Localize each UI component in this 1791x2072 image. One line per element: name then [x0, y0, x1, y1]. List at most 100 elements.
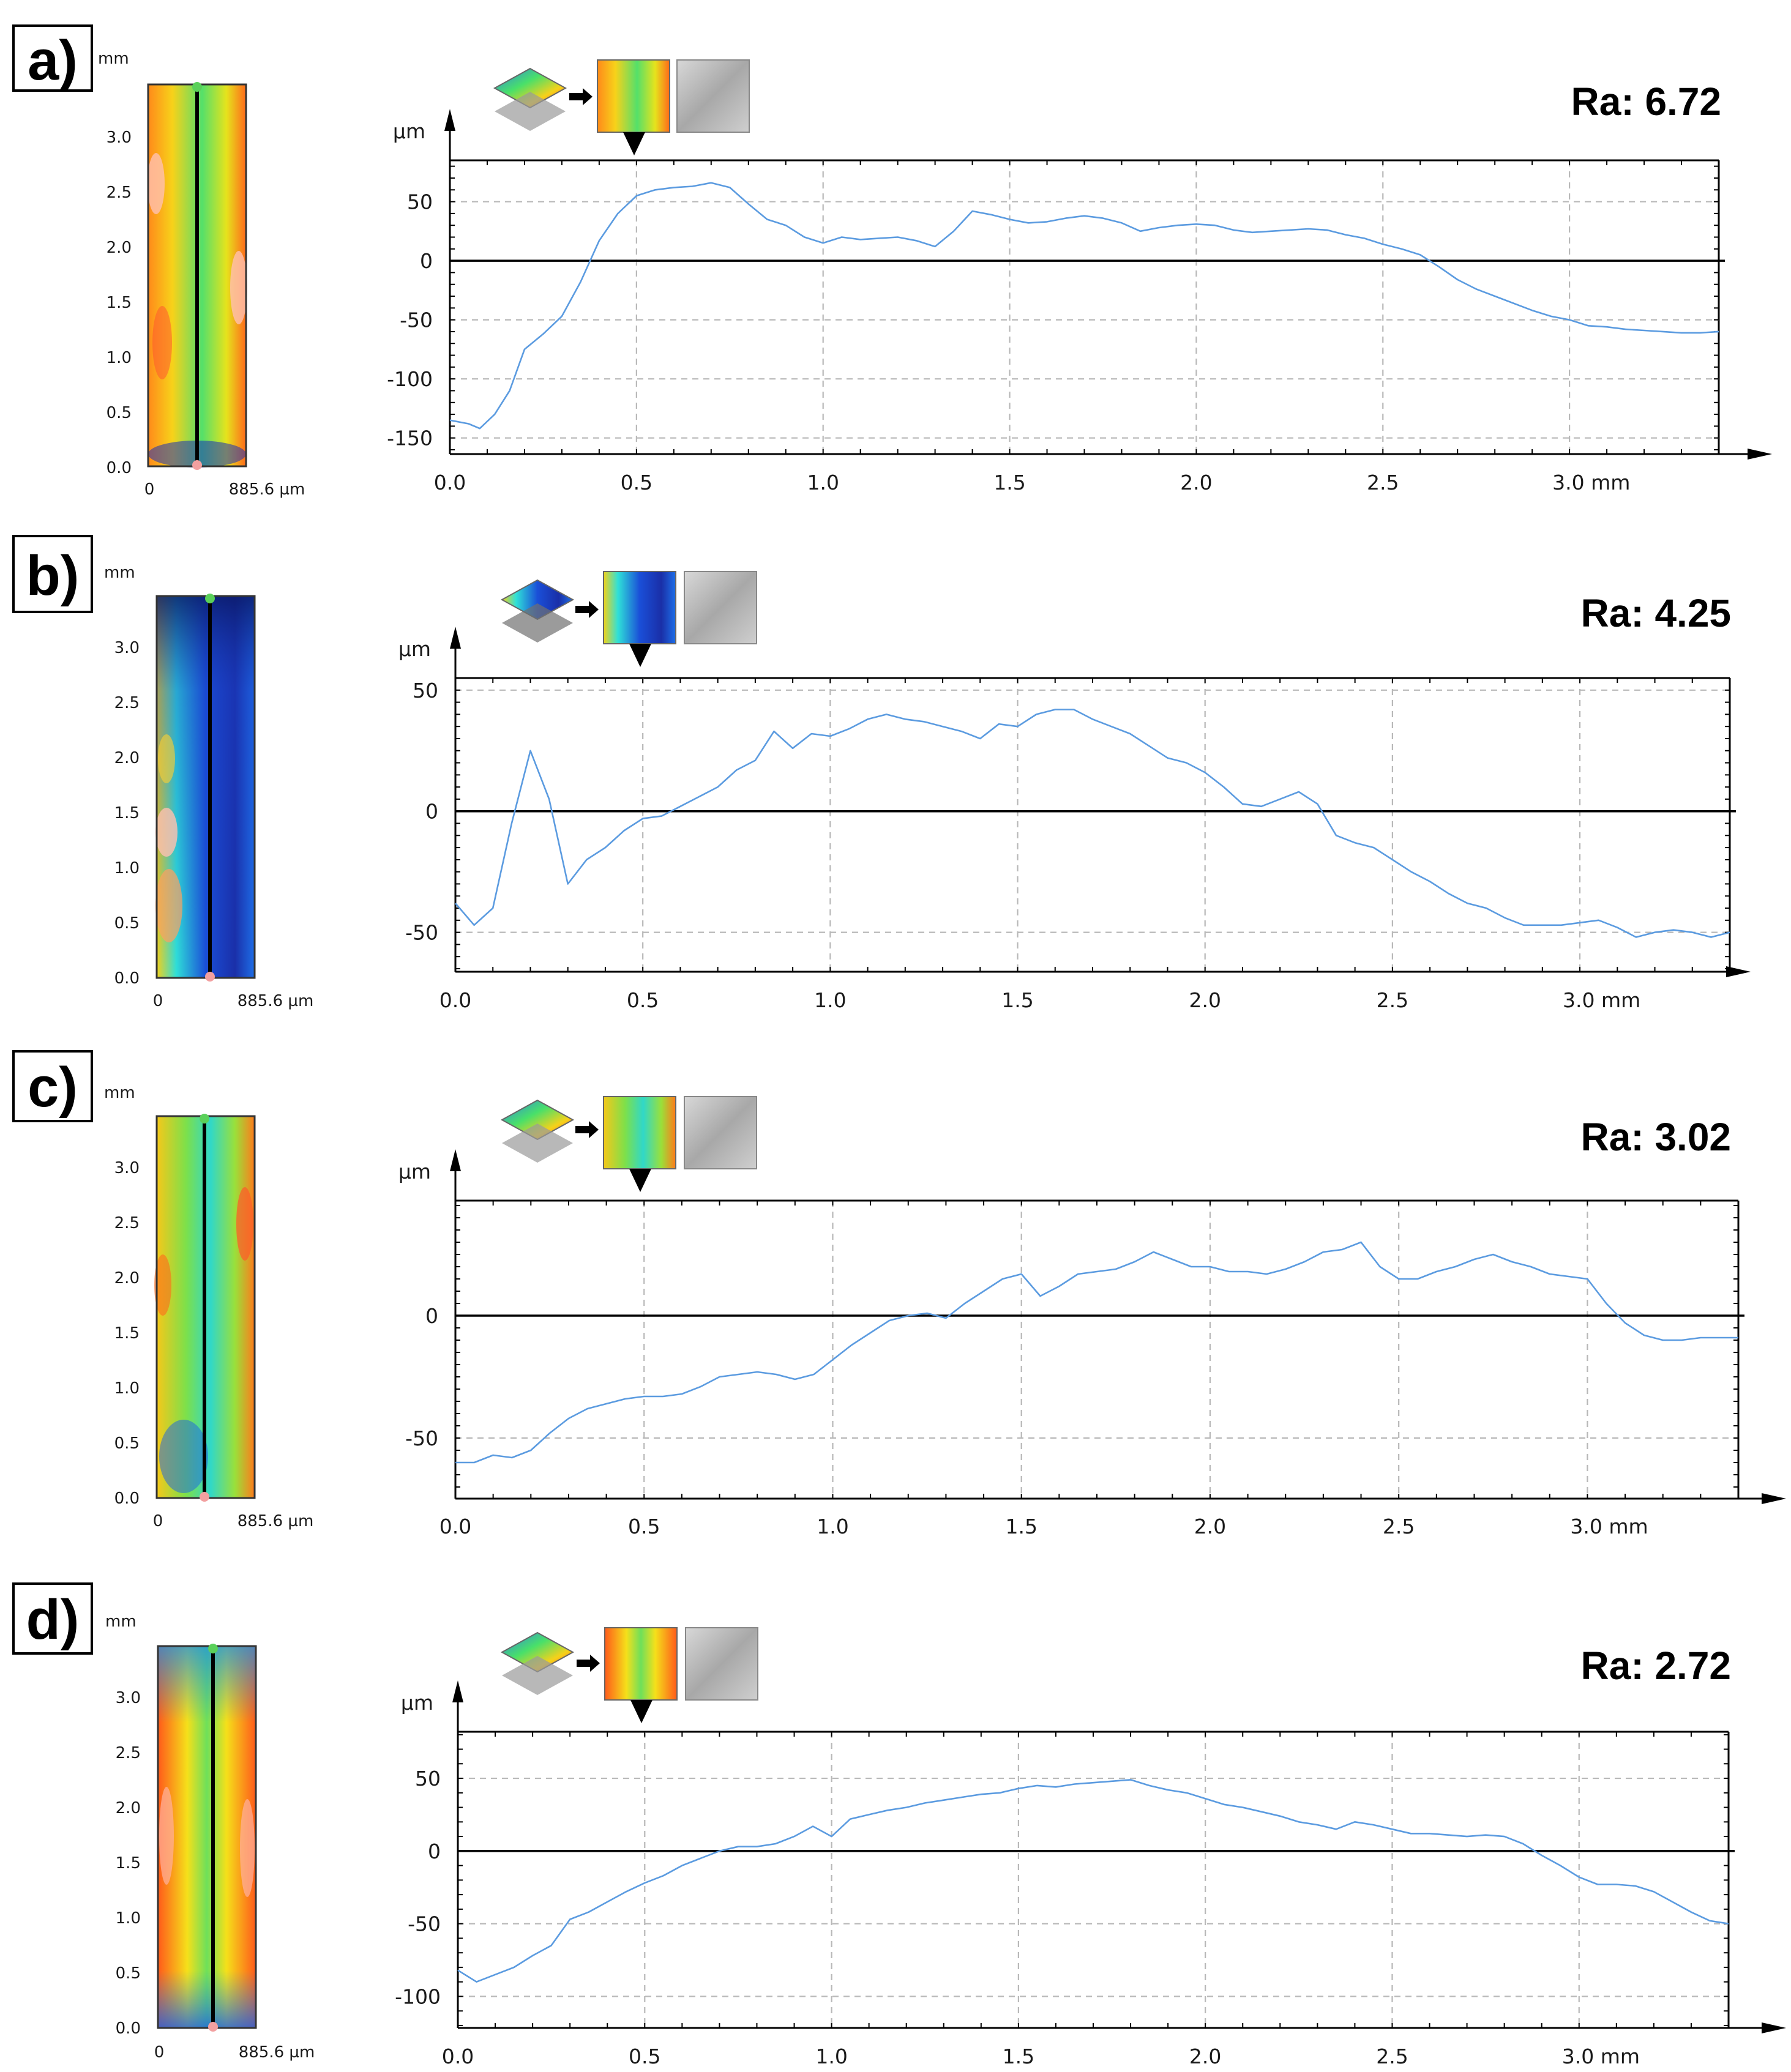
- map-y-tick: 1.5: [114, 804, 140, 822]
- x-tick-label: 2.5: [1377, 988, 1408, 1012]
- y-axis-label: µm: [398, 1160, 431, 1183]
- profile-series-line: [455, 1241, 1738, 1464]
- profile-series-line: [449, 182, 1719, 430]
- panel-label-box: [12, 24, 93, 92]
- panel-label: a): [28, 29, 78, 92]
- y-tick-label: 50: [407, 190, 433, 214]
- y-axis-arrow: [452, 1680, 463, 1702]
- map-y-tick: 1.5: [114, 1324, 140, 1343]
- x-tick-label: 3.0 mm: [1562, 2044, 1640, 2068]
- map-y-tick: 3.0: [114, 1159, 140, 1177]
- x-tick-label: 0.5: [629, 2044, 660, 2068]
- panel-d: d) mm 0.0 0.5 1.0 1.5 2.0 2.5 3.0 0 885.…: [12, 1582, 1786, 2068]
- map-x-label: 885.6 µm: [237, 992, 314, 1010]
- arrow-right-icon: [577, 1655, 600, 1672]
- x-axis-arrow: [1762, 1493, 1786, 1504]
- map-y-tick: 0.5: [107, 404, 132, 422]
- y-tick-label: -100: [395, 1984, 441, 2008]
- x-tick-label: 1.5: [1001, 988, 1033, 1012]
- x-tick-label: 0.0: [434, 471, 466, 494]
- x-tick-label: 1.5: [993, 471, 1025, 494]
- y-axis-label: µm: [401, 1691, 433, 1715]
- x-tick-label: 3.0 mm: [1552, 471, 1630, 494]
- map-y-unit: mm: [98, 50, 129, 68]
- profile-chart: µm 0 -50 0.0 0.5 1.0 1.5 2.0 2.5 3.0 mm: [398, 1149, 1786, 1538]
- map-y-tick: 0.5: [114, 1434, 140, 1453]
- map-y-tick: 1.0: [114, 859, 140, 878]
- y-tick-label: -50: [405, 1426, 438, 1450]
- map-x-label: 0: [154, 2043, 165, 2062]
- map-y-tick: 2.0: [114, 749, 140, 767]
- y-axis-arrow: [450, 627, 461, 649]
- x-tick-label: 0.0: [439, 988, 471, 1012]
- x-tick-label: 1.0: [807, 471, 839, 494]
- map-y-tick: 2.0: [107, 239, 132, 257]
- y-tick-label: -50: [405, 921, 438, 945]
- panel-b: b) mm 0.0 0.5 1.0 1.5 2.0 2.5 3.0 0 885.…: [12, 535, 1751, 1012]
- triangle-marker-icon: [629, 1169, 651, 1192]
- map-y-tick: 0.0: [114, 969, 140, 988]
- profile-series-line: [455, 709, 1730, 938]
- y-tick-label: 0: [425, 1304, 438, 1328]
- map-y-tick: 2.0: [116, 1799, 141, 1817]
- map-y-unit: mm: [104, 564, 135, 582]
- map-y-tick: 0.0: [107, 459, 132, 477]
- height-map: mm 0.0 0.5 1.0 1.5 2.0 2.5 3.0 0 885.6 µ…: [104, 1084, 313, 1530]
- panel-label: c): [28, 1056, 78, 1119]
- panel-label: b): [26, 545, 80, 607]
- map-y-tick: 2.5: [114, 694, 140, 712]
- thumbnail-strip: [500, 571, 757, 667]
- x-tick-label: 1.0: [815, 2044, 847, 2068]
- x-tick-label: 1.5: [1005, 1515, 1037, 1538]
- map-y-tick: 2.5: [116, 1744, 141, 1762]
- triangle-marker-icon: [629, 644, 651, 667]
- x-tick-label: 0.0: [442, 2044, 474, 2068]
- ra-value: Ra: 3.02: [1581, 1115, 1731, 1159]
- map-y-tick: 3.0: [114, 639, 140, 657]
- thumbnail-height-map: [603, 1096, 676, 1169]
- map-y-tick: 1.0: [116, 1909, 141, 1928]
- x-axis-arrow: [1748, 449, 1772, 460]
- triangle-marker-icon: [630, 1700, 652, 1723]
- map-y-tick: 1.5: [116, 1854, 141, 1873]
- thumbnail-gray-image: [684, 1096, 757, 1169]
- map-y-tick: 0.5: [116, 1964, 141, 1983]
- map-y-tick: 3.0: [116, 1689, 141, 1707]
- x-tick-label: 3.0 mm: [1570, 1515, 1648, 1538]
- y-tick-label: 50: [415, 1767, 441, 1791]
- x-tick-label: 1.0: [817, 1515, 848, 1538]
- thumbnail-gray-image: [685, 1627, 758, 1701]
- y-tick-label: -50: [408, 1912, 441, 1936]
- profile-series-line: [457, 1779, 1729, 1983]
- y-axis-label: µm: [393, 119, 425, 143]
- x-tick-label: 2.0: [1189, 988, 1221, 1012]
- map-x-label: 0: [153, 1512, 163, 1530]
- profile-chart: µm 50 0 -50 0.0 0.5 1.0 1.5 2.0 2.5 3.0 mm: [398, 627, 1751, 1012]
- y-tick-label: -50: [400, 308, 433, 332]
- y-axis-label: µm: [398, 637, 431, 661]
- start-marker: [208, 1644, 218, 1653]
- thumbnail-height-map: [597, 59, 670, 133]
- start-marker: [205, 594, 215, 603]
- map-x-label: 0: [144, 480, 155, 499]
- end-marker: [208, 2022, 218, 2032]
- arrow-right-icon: [575, 1121, 599, 1138]
- thumbnail-strip: [493, 59, 750, 155]
- x-axis-arrow: [1762, 2022, 1786, 2033]
- ra-value: Ra: 2.72: [1581, 1644, 1731, 1688]
- x-axis-arrow: [1726, 966, 1751, 977]
- panel-label-box: [12, 1050, 93, 1122]
- x-tick-label: 0.5: [627, 988, 659, 1012]
- y-tick-label: -150: [387, 427, 433, 450]
- map-y-tick: 2.0: [114, 1269, 140, 1288]
- map-y-tick: 1.0: [107, 349, 132, 367]
- x-tick-label: 2.5: [1383, 1515, 1415, 1538]
- x-tick-label: 1.0: [814, 988, 846, 1012]
- panel-label-box: [12, 1582, 93, 1655]
- map-y-tick: 0.0: [116, 2019, 141, 2038]
- map-y-tick: 3.0: [107, 129, 132, 147]
- height-map: mm 0.0 0.5 1.0 1.5 2.0 2.5 3.0 0 885.6 µ…: [98, 50, 305, 499]
- thumbnail-height-map: [604, 1627, 678, 1701]
